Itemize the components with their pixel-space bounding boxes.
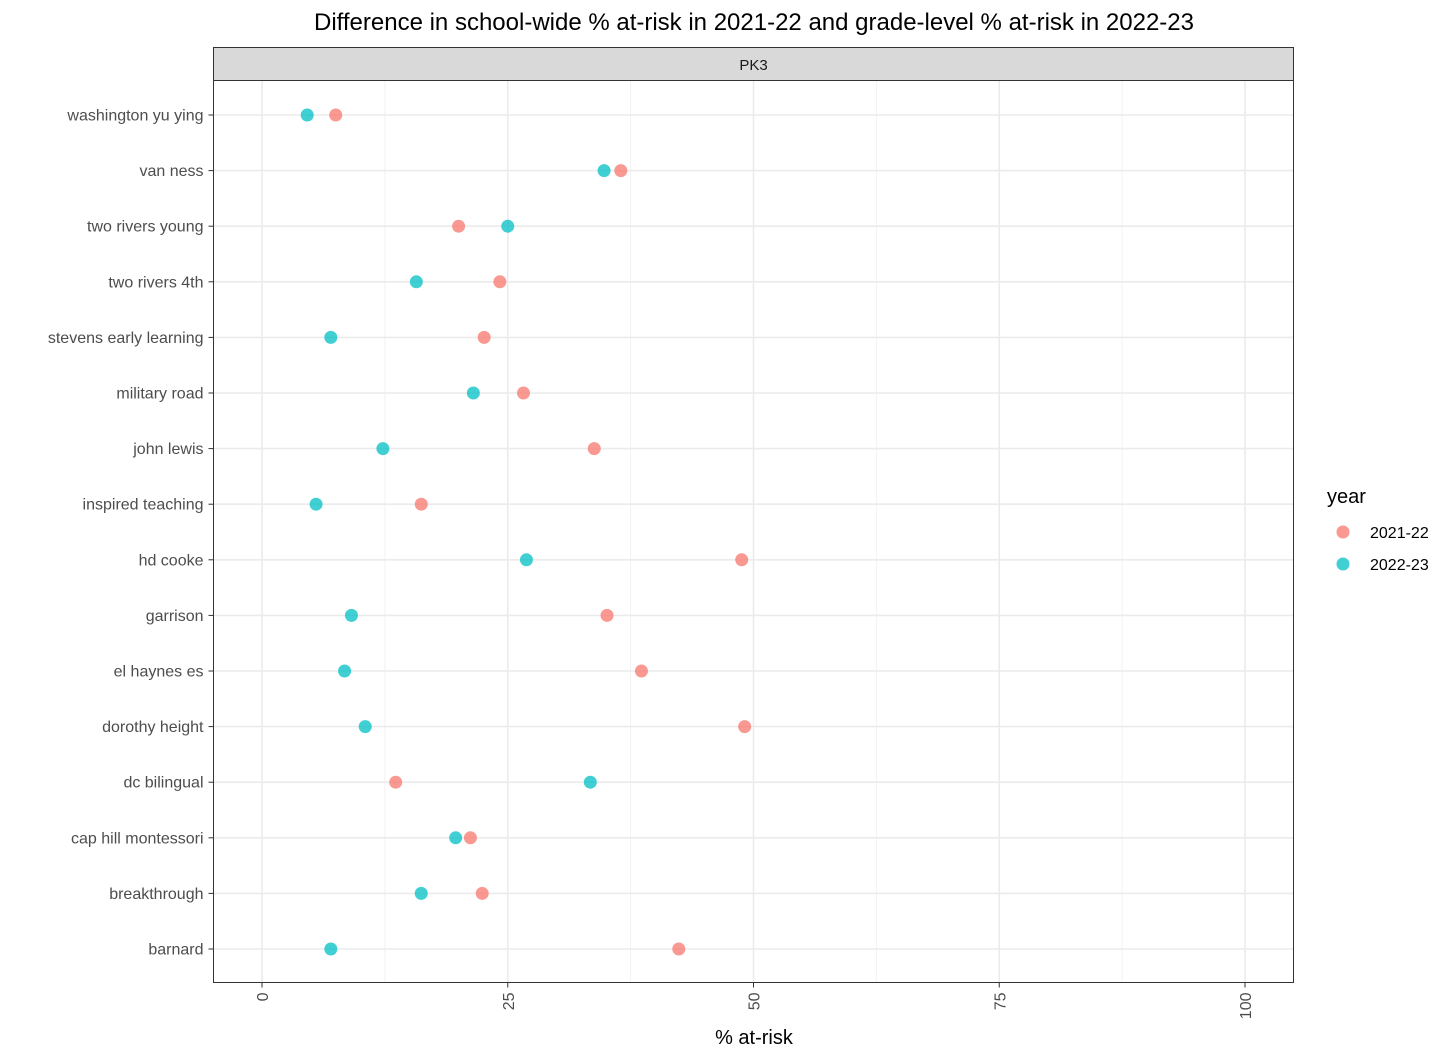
data-point <box>358 720 372 734</box>
data-point <box>475 886 489 900</box>
legend-label: 2021-22 <box>1370 525 1429 542</box>
y-tick-label: hd cooke <box>139 552 204 569</box>
data-point <box>309 497 323 511</box>
data-point <box>614 164 628 178</box>
y-tick-label: military road <box>116 386 203 403</box>
data-point <box>409 275 423 289</box>
data-point <box>519 553 533 567</box>
data-point <box>329 108 343 122</box>
y-tick-label: inspired teaching <box>83 497 204 514</box>
data-point <box>466 386 480 400</box>
x-tick-label: 75 <box>992 992 1009 1010</box>
data-point <box>634 664 648 678</box>
legend-label: 2022-23 <box>1370 557 1429 574</box>
data-point <box>452 219 466 233</box>
data-point <box>587 442 601 456</box>
data-point <box>672 942 686 956</box>
y-tick-label: dc bilingual <box>123 775 203 792</box>
data-point <box>389 775 403 789</box>
legend-key <box>1336 557 1350 571</box>
facet-strip-label: PK3 <box>739 57 767 74</box>
x-tick-label: 100 <box>1238 992 1255 1019</box>
x-axis-title: % at-risk <box>715 1027 794 1049</box>
data-point <box>449 831 463 845</box>
y-tick-label: dorothy height <box>102 719 204 736</box>
y-tick-label: two rivers 4th <box>108 274 203 291</box>
data-point <box>324 330 338 344</box>
data-point <box>344 608 358 622</box>
x-tick-label: 50 <box>747 992 764 1010</box>
y-tick-label: two rivers young <box>87 219 204 236</box>
data-points <box>300 108 752 956</box>
legend-title: year <box>1327 486 1366 508</box>
y-tick-label: john lewis <box>132 441 203 458</box>
data-point <box>414 886 428 900</box>
data-point <box>338 664 352 678</box>
y-tick-label: stevens early learning <box>48 330 204 347</box>
y-axis: barnard breakthrough cap hill montessori dc… <box>48 108 214 959</box>
y-tick-label: van ness <box>139 163 203 180</box>
y-tick-label: breakthrough <box>109 886 203 903</box>
data-point <box>376 442 390 456</box>
data-point <box>738 720 752 734</box>
data-point <box>493 275 507 289</box>
x-tick-label: 0 <box>255 992 272 1001</box>
data-point <box>300 108 314 122</box>
facet-strip <box>213 47 1294 81</box>
data-point <box>414 497 428 511</box>
y-tick-label: washington yu ying <box>66 108 203 125</box>
data-point <box>583 775 597 789</box>
data-point <box>735 553 749 567</box>
chart-title: Difference in school-wide % at-risk in 2… <box>314 9 1194 36</box>
data-point <box>463 831 477 845</box>
y-tick-label: cap hill montessori <box>71 830 204 847</box>
legend-key <box>1336 525 1350 539</box>
y-tick-label: barnard <box>148 942 203 959</box>
data-point <box>597 164 611 178</box>
data-point <box>477 330 491 344</box>
legend: year 2021-22 2022-23 <box>1327 486 1429 574</box>
data-point <box>516 386 530 400</box>
y-tick-label: el haynes es <box>114 664 204 681</box>
data-point <box>501 219 515 233</box>
x-tick-label: 25 <box>501 992 518 1010</box>
y-tick-label: garrison <box>146 608 204 625</box>
data-point <box>324 942 338 956</box>
x-axis: 0 25 50 75 100 <box>255 982 1255 1019</box>
data-point <box>600 608 614 622</box>
legend-items: 2021-22 2022-23 <box>1336 525 1429 574</box>
